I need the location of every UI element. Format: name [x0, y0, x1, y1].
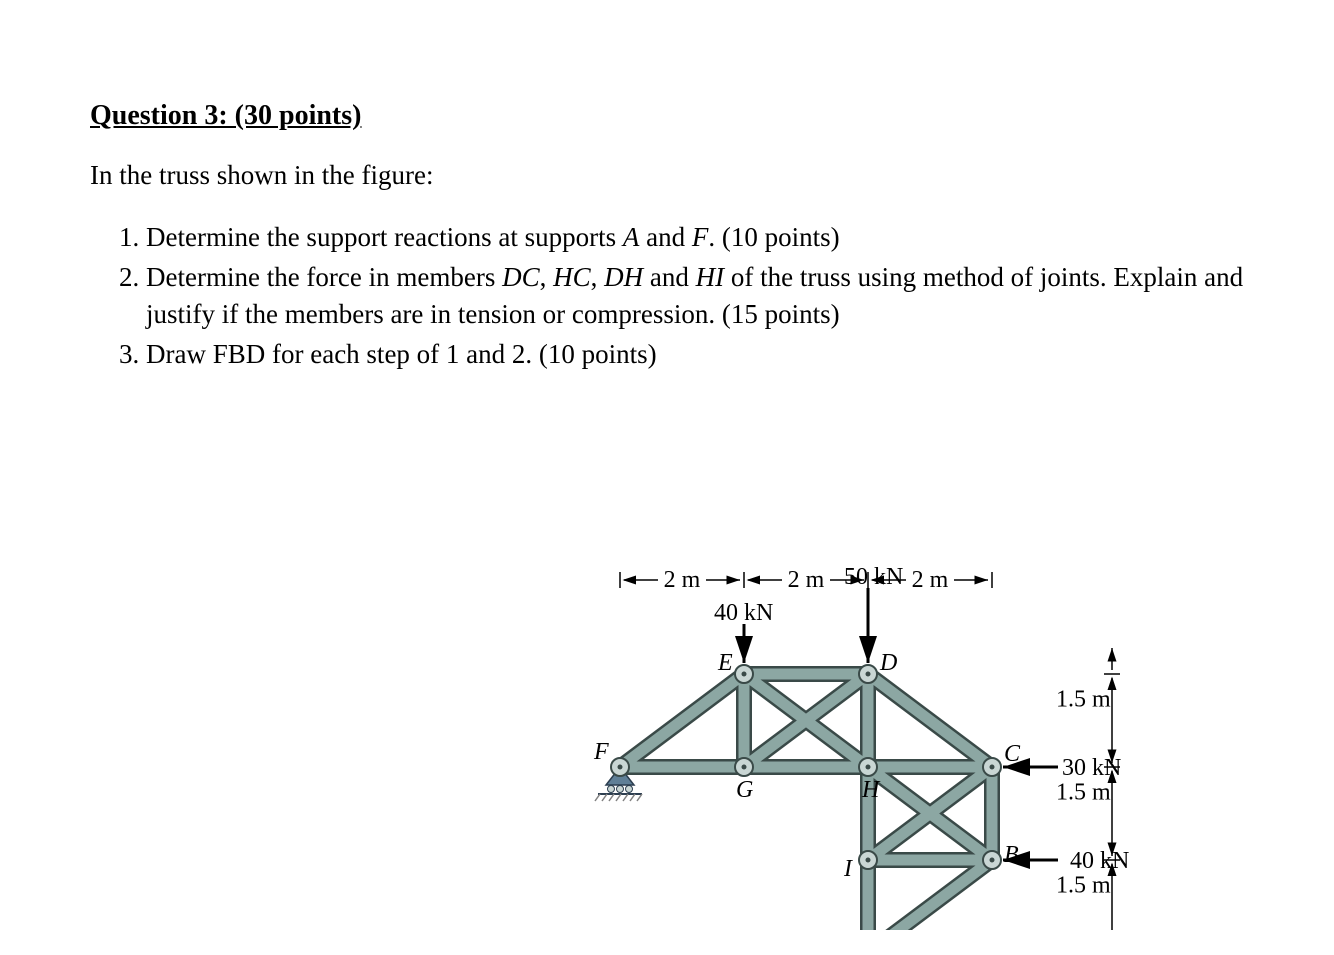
svg-text:I: I [843, 856, 853, 882]
task-item-3: Draw FBD for each step of 1 and 2. (10 p… [146, 336, 1244, 372]
t1-pre: Determine the support reactions at suppo… [146, 222, 623, 252]
t2-DC: DC [502, 262, 540, 292]
members [620, 674, 992, 930]
t2-DH: DH [604, 262, 643, 292]
t2-HC: HC [553, 262, 591, 292]
dim-label-top: 2 m [664, 567, 701, 593]
t2-c2: , [591, 262, 605, 292]
truss-figure: FEDGHCIBA40 kN50 kN30 kN40 kN2 m2 m2 m1.… [560, 370, 1260, 930]
svg-text:F: F [593, 739, 609, 765]
task-item-1: Determine the support reactions at suppo… [146, 219, 1244, 255]
dim-label-right: 1.5 m [1056, 780, 1111, 806]
svg-text:D: D [879, 650, 897, 676]
t2-pre: Determine the force in members [146, 262, 502, 292]
question-intro: In the truss shown in the figure: [90, 160, 1244, 191]
svg-text:E: E [717, 650, 733, 676]
t1-mid1: and [639, 222, 691, 252]
dim-label-right: 1.5 m [1056, 687, 1111, 713]
t2-c1: , [540, 262, 554, 292]
task-item-2: Determine the force in members DC, HC, D… [146, 259, 1244, 332]
dim-label-top: 2 m [788, 567, 825, 593]
t1-post: . (10 points) [708, 222, 839, 252]
svg-text:H: H [861, 777, 881, 803]
t1-A: A [623, 222, 640, 252]
t2-c3: and [643, 262, 695, 292]
t2-HI: HI [696, 262, 725, 292]
question-heading: Question 3: (30 points) [90, 100, 1244, 132]
svg-text:B: B [1004, 842, 1019, 868]
t3-text: Draw FBD for each step of 1 and 2. (10 p… [146, 339, 657, 369]
dim-label-top: 2 m [912, 567, 949, 593]
load-label-p40b: 40 kN [1070, 848, 1129, 874]
load-label-p50: 50 kN [844, 564, 903, 590]
task-list: Determine the support reactions at suppo… [118, 219, 1244, 373]
svg-text:G: G [736, 777, 753, 803]
t1-F: F [692, 222, 709, 252]
load-label-p40: 40 kN [714, 600, 773, 626]
svg-text:C: C [1004, 741, 1021, 767]
dim-label-right: 1.5 m [1056, 873, 1111, 899]
